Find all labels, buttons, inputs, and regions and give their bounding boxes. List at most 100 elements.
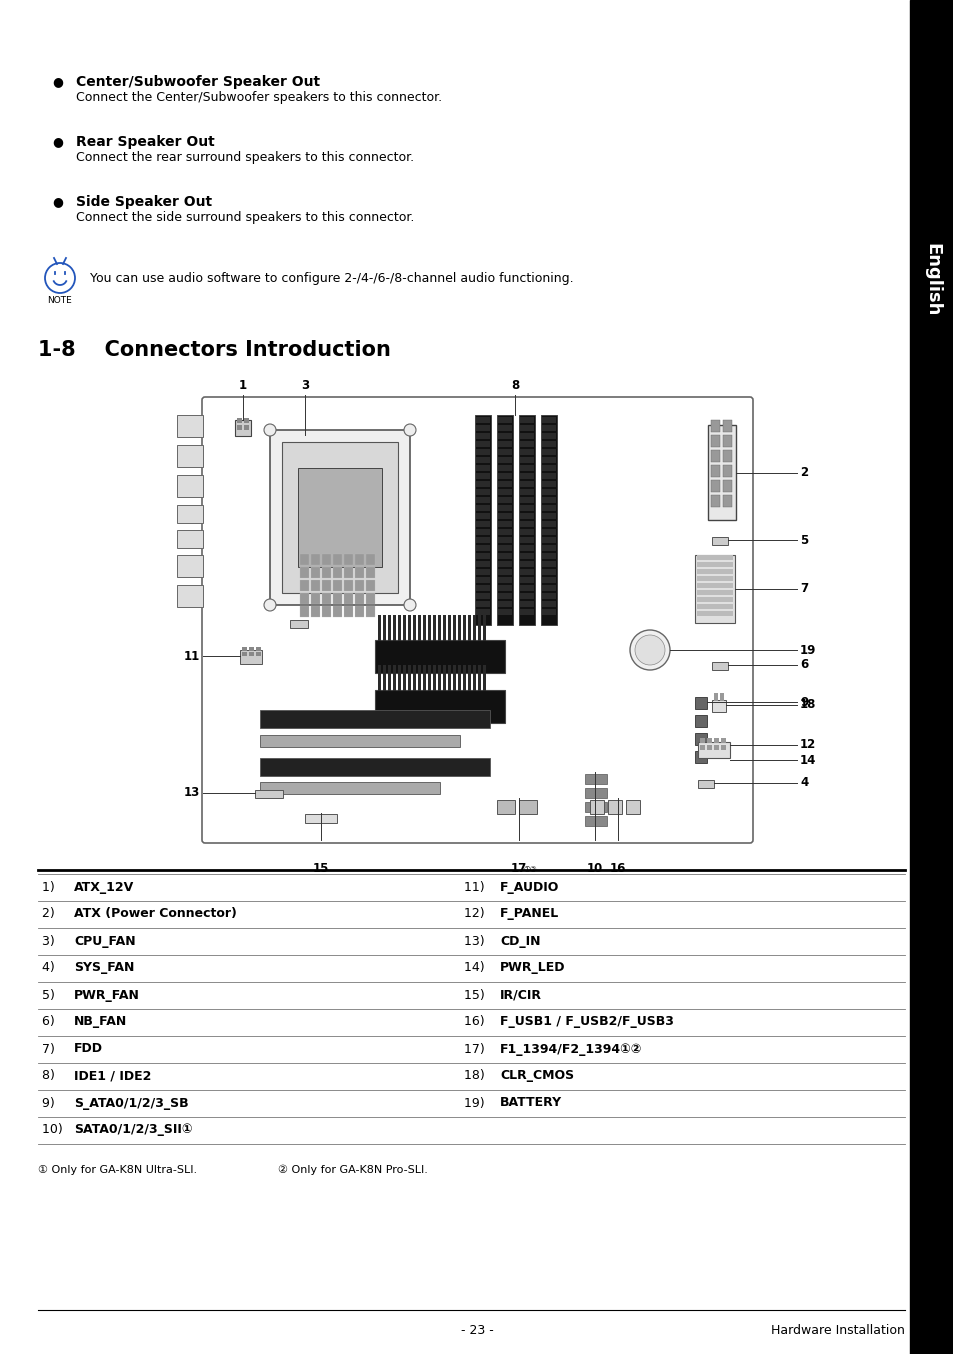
Bar (519, 513, 534, 519)
Bar (462, 615, 465, 640)
Bar (541, 497, 556, 502)
Bar (519, 546, 534, 551)
Bar (541, 521, 556, 527)
Bar (299, 607, 309, 617)
Bar (355, 580, 364, 590)
Text: 19): 19) (463, 1097, 488, 1109)
Bar (711, 538, 727, 546)
Text: Connect the side surround speakers to this connector.: Connect the side surround speakers to th… (76, 211, 414, 223)
Bar (476, 497, 490, 502)
Bar (519, 609, 534, 615)
Text: 10: 10 (586, 862, 602, 875)
Text: 11: 11 (184, 650, 200, 662)
Bar (382, 665, 386, 691)
Text: 6: 6 (800, 658, 807, 672)
Text: You can use audio software to configure 2-/4-/6-/8-channel audio functioning.: You can use audio software to configure … (90, 272, 573, 284)
Text: NB_FAN: NB_FAN (74, 1016, 127, 1029)
Bar (497, 417, 512, 422)
Bar (322, 580, 331, 590)
Bar (377, 665, 380, 691)
Text: Connect the rear surround speakers to this connector.: Connect the rear surround speakers to th… (76, 152, 414, 164)
Bar (476, 481, 490, 487)
Bar (519, 585, 534, 590)
Bar (448, 665, 451, 691)
Circle shape (403, 598, 416, 611)
Bar (706, 745, 711, 750)
Bar (388, 665, 391, 691)
Bar (497, 577, 512, 584)
Bar (428, 615, 431, 640)
Bar (700, 745, 704, 750)
Text: 1: 1 (238, 379, 247, 393)
Bar (497, 497, 512, 502)
Bar (457, 665, 460, 691)
Bar (497, 458, 512, 463)
Text: S_ATA0/1/2/3_SB: S_ATA0/1/2/3_SB (74, 1097, 189, 1109)
Text: ●: ● (52, 135, 63, 148)
Bar (476, 450, 490, 455)
Bar (607, 800, 621, 814)
Bar (541, 593, 556, 598)
Text: BATTERY: BATTERY (499, 1097, 561, 1109)
Bar (713, 693, 718, 701)
Bar (442, 665, 446, 691)
Bar (541, 529, 556, 535)
Bar (519, 521, 534, 527)
Bar (311, 593, 319, 604)
Bar (177, 529, 203, 548)
Bar (541, 601, 556, 607)
Bar (710, 450, 720, 462)
Bar (710, 496, 720, 506)
Bar (519, 425, 534, 431)
Text: 13: 13 (184, 787, 200, 799)
Bar (519, 552, 534, 559)
Text: ●: ● (52, 195, 63, 209)
Bar (249, 653, 253, 655)
Bar (311, 580, 319, 590)
Bar (519, 450, 534, 455)
Text: 15: 15 (313, 862, 329, 875)
Bar (476, 441, 490, 447)
Bar (698, 742, 729, 758)
Bar (476, 593, 490, 598)
Bar (476, 546, 490, 551)
Text: CPU_FAN: CPU_FAN (74, 934, 135, 948)
Bar (541, 552, 556, 559)
Text: PWR_LED: PWR_LED (499, 961, 565, 975)
Bar (519, 441, 534, 447)
Bar (476, 561, 490, 567)
Text: 16): 16) (463, 1016, 488, 1029)
Text: SATA0/1/2/3_SII①: SATA0/1/2/3_SII① (74, 1124, 193, 1136)
Text: 11): 11) (463, 880, 488, 894)
Text: ①②: ①② (522, 865, 537, 873)
Bar (722, 450, 731, 462)
Bar (254, 789, 283, 798)
Bar (541, 473, 556, 479)
Bar (366, 567, 375, 578)
Bar (366, 607, 375, 617)
Bar (476, 529, 490, 535)
Bar (497, 552, 512, 559)
Bar (397, 665, 400, 691)
Text: SYS_FAN: SYS_FAN (74, 961, 134, 975)
Bar (476, 473, 490, 479)
Bar (541, 458, 556, 463)
Bar (541, 505, 556, 510)
Text: F1_1394/F2_1394①②: F1_1394/F2_1394①② (499, 1043, 641, 1056)
Bar (697, 611, 732, 616)
Bar (333, 593, 341, 604)
Bar (388, 615, 391, 640)
Bar (518, 414, 535, 626)
Bar (711, 662, 727, 670)
Text: PWR_FAN: PWR_FAN (74, 988, 140, 1002)
Bar (476, 569, 490, 575)
Bar (402, 615, 406, 640)
Bar (244, 418, 249, 422)
Bar (584, 774, 606, 784)
Bar (707, 425, 735, 520)
Bar (497, 593, 512, 598)
Circle shape (403, 424, 416, 436)
Bar (541, 561, 556, 567)
Bar (700, 738, 704, 743)
Bar (541, 569, 556, 575)
